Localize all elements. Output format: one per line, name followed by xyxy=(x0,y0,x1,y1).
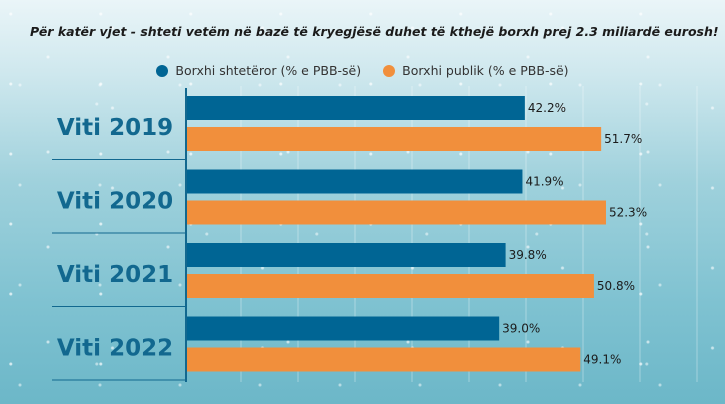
legend-item-state-debt: Borxhi shtetëror (% e PBB-së) xyxy=(156,63,361,78)
chart-legend: Borxhi shtetëror (% e PBB-së) Borxhi pub… xyxy=(0,63,725,78)
legend-label-public-debt: Borxhi publik (% e PBB-së) xyxy=(402,63,569,78)
data-label: 39.8% xyxy=(509,248,547,262)
legend-label-state-debt: Borxhi shtetëror (% e PBB-së) xyxy=(175,63,362,78)
data-label: 51.7% xyxy=(604,132,642,146)
bar-state-debt xyxy=(186,96,525,120)
data-label: 41.9% xyxy=(525,175,563,189)
bar-state-debt xyxy=(186,316,500,341)
category-label: Viti 2019 xyxy=(57,115,173,141)
chart-title: Për katër vjet - shteti vetëm në bazë të… xyxy=(30,24,719,39)
legend-swatch-state-debt xyxy=(156,64,169,77)
data-label: 52.3% xyxy=(609,206,647,220)
bar-public-debt xyxy=(186,274,594,298)
category-label: Viti 2020 xyxy=(57,189,173,215)
data-label: 39.0% xyxy=(502,322,540,336)
category-label: Viti 2022 xyxy=(57,336,173,362)
data-label: 50.8% xyxy=(597,279,635,293)
bar-state-debt xyxy=(186,243,506,267)
legend-item-public-debt: Borxhi publik (% e PBB-së) xyxy=(383,63,569,78)
legend-swatch-public-debt xyxy=(383,64,396,77)
category-label: Viti 2021 xyxy=(57,262,173,288)
bar-public-debt xyxy=(186,127,602,151)
bar-public-debt xyxy=(186,347,581,372)
data-label: 49.1% xyxy=(583,353,621,367)
bar-public-debt xyxy=(186,200,606,225)
bar-state-debt xyxy=(186,169,523,194)
data-label: 42.2% xyxy=(528,101,566,115)
